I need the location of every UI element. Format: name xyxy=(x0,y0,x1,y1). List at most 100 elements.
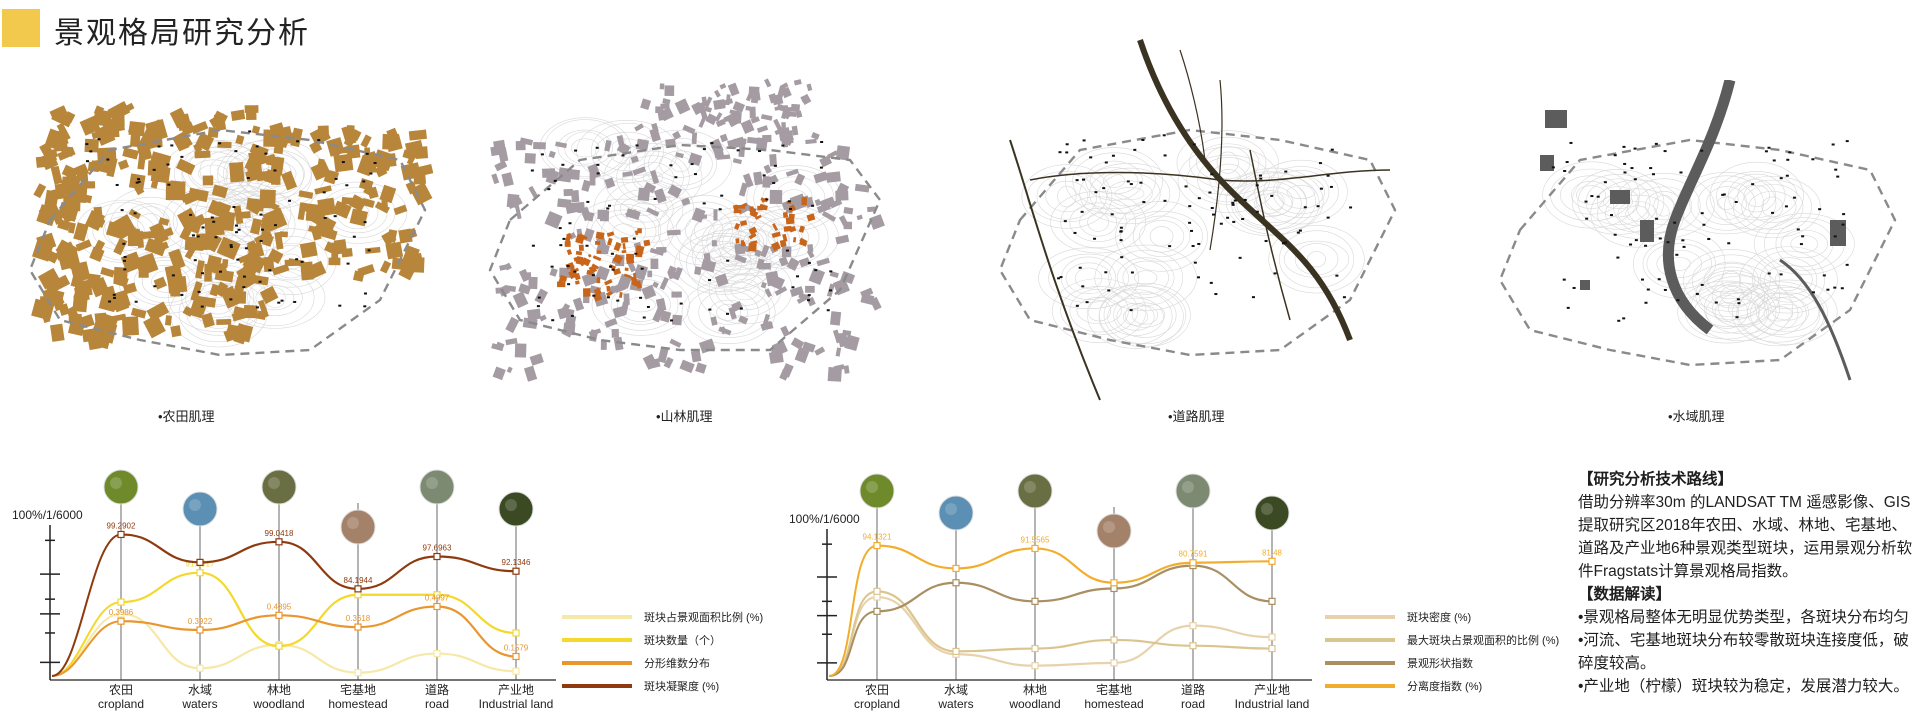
category-label-cn: 道路 xyxy=(425,682,449,697)
data-point xyxy=(433,602,441,611)
data-label: 99.2902 xyxy=(107,521,136,530)
data-point xyxy=(433,552,441,561)
category-label-en: cropland xyxy=(854,697,900,711)
study-area-boundary xyxy=(28,128,427,357)
notes-line: •产业地（柠檬）斑块较为稳定，发展潜力较大。 xyxy=(1578,678,1909,695)
y-axis-label: 100%/1/6000 xyxy=(12,508,83,522)
category-label-en: waters xyxy=(937,697,973,711)
data-label: 97.6963 xyxy=(423,544,452,553)
building-clusters xyxy=(530,141,833,322)
category-label-cn: 林地 xyxy=(267,683,291,697)
data-label: 0.3986 xyxy=(109,608,134,617)
data-point xyxy=(952,647,960,655)
cropland-patches-east xyxy=(237,122,434,284)
category-photo-highlight xyxy=(505,499,517,511)
series-lead-line xyxy=(828,610,878,677)
data-point xyxy=(275,538,283,546)
notes-line: 提取研究区2018年农田、水域、林地、宅基地、 xyxy=(1578,517,1907,534)
study-area-boundary xyxy=(1498,138,1897,367)
category-photo-icon xyxy=(103,469,139,505)
notes-line: 道路及产业地6种景观类型斑块，运用景观分析软 xyxy=(1578,540,1913,557)
data-point xyxy=(873,607,881,615)
data-label: 0.3922 xyxy=(188,617,213,626)
category-label-cn: 宅基地 xyxy=(1096,682,1132,697)
category-photo-highlight xyxy=(1261,503,1273,515)
series-lead-line xyxy=(51,533,122,677)
category-photo-icon xyxy=(859,473,895,509)
data-point xyxy=(1268,597,1276,605)
building-clusters xyxy=(1551,140,1849,322)
data-point xyxy=(1268,633,1276,641)
data-point xyxy=(433,649,441,658)
category-photo-highlight xyxy=(268,477,280,489)
forest-accent-patches xyxy=(557,228,651,302)
data-point xyxy=(117,610,125,618)
map-cropland-texture xyxy=(28,101,434,357)
data-point xyxy=(873,587,881,595)
notes-line: •景观格局整体无明显优势类型，各斑块分布均匀 xyxy=(1578,609,1909,626)
data-label: 81.48 xyxy=(1262,548,1283,557)
data-point xyxy=(275,611,283,619)
notes-line: 借助分辨率30m 的LANDSAT TM 遥感影像、GIS xyxy=(1578,494,1911,511)
category-label-cn: 宅基地 xyxy=(340,682,376,697)
category-photo-highlight xyxy=(866,481,878,493)
data-point xyxy=(1031,644,1039,653)
cropland-patches xyxy=(31,101,288,351)
map-water-texture xyxy=(1498,80,1897,381)
data-point xyxy=(1031,662,1039,670)
category-photo-highlight xyxy=(1103,521,1115,533)
category-photo-icon xyxy=(182,491,218,527)
category-label-en: woodland xyxy=(252,697,304,711)
category-photo-icon xyxy=(1096,513,1132,549)
category-label-en: Industrial land xyxy=(479,697,554,711)
data-point xyxy=(1031,597,1039,605)
category-label-en: homestead xyxy=(328,697,387,711)
category-label-cn: 农田 xyxy=(865,683,889,697)
data-point xyxy=(275,642,283,650)
data-point xyxy=(354,669,362,677)
legend-label: 斑块凝聚度 (%) xyxy=(644,679,719,693)
category-photo-icon xyxy=(340,509,376,545)
map-caption-cropland: •农田肌理 xyxy=(158,409,215,424)
data-label: 80.7591 xyxy=(1179,550,1208,559)
map-caption-water: •水域肌理 xyxy=(1668,409,1725,424)
data-point xyxy=(117,598,125,606)
data-point xyxy=(952,564,960,573)
data-point xyxy=(196,558,204,567)
notes-heading: 【研究分析技术路线】 xyxy=(1578,471,1734,488)
legend-label: 斑块数量（个） xyxy=(644,634,721,647)
data-point xyxy=(117,617,125,625)
category-label-cn: 农田 xyxy=(109,683,133,697)
study-area-boundary xyxy=(488,143,882,352)
category-label-cn: 水域 xyxy=(944,683,968,697)
category-photo-highlight xyxy=(1182,481,1194,493)
category-label-cn: 水域 xyxy=(188,683,212,697)
data-point xyxy=(1189,642,1197,650)
category-photo-icon xyxy=(1254,495,1290,531)
series-line xyxy=(120,571,517,648)
series-line xyxy=(876,564,1273,613)
series-line xyxy=(876,595,1273,667)
data-point xyxy=(873,593,881,601)
forest-patches-north xyxy=(634,78,813,151)
data-point xyxy=(117,530,125,539)
legend-label: 最大斑块占景观面积的比例 (%) xyxy=(1407,633,1559,647)
map-road-texture xyxy=(998,39,1397,401)
category-photo-highlight xyxy=(945,503,957,515)
data-point xyxy=(952,579,960,587)
category-photo-icon xyxy=(498,491,534,527)
page-header: 景观格局研究分析 xyxy=(0,0,420,52)
category-label-en: waters xyxy=(181,697,217,711)
map-caption-road: •道路肌理 xyxy=(1168,409,1225,424)
category-photo-icon xyxy=(1175,473,1211,509)
series-line xyxy=(876,544,1273,584)
forest-accent-patches-east xyxy=(732,197,816,252)
building-clusters xyxy=(1057,134,1353,312)
category-label-en: cropland xyxy=(98,697,144,711)
data-point xyxy=(512,667,520,675)
data-point xyxy=(1110,579,1118,587)
category-label-cn: 产业地 xyxy=(1254,683,1290,697)
water-bodies xyxy=(1540,80,1852,381)
